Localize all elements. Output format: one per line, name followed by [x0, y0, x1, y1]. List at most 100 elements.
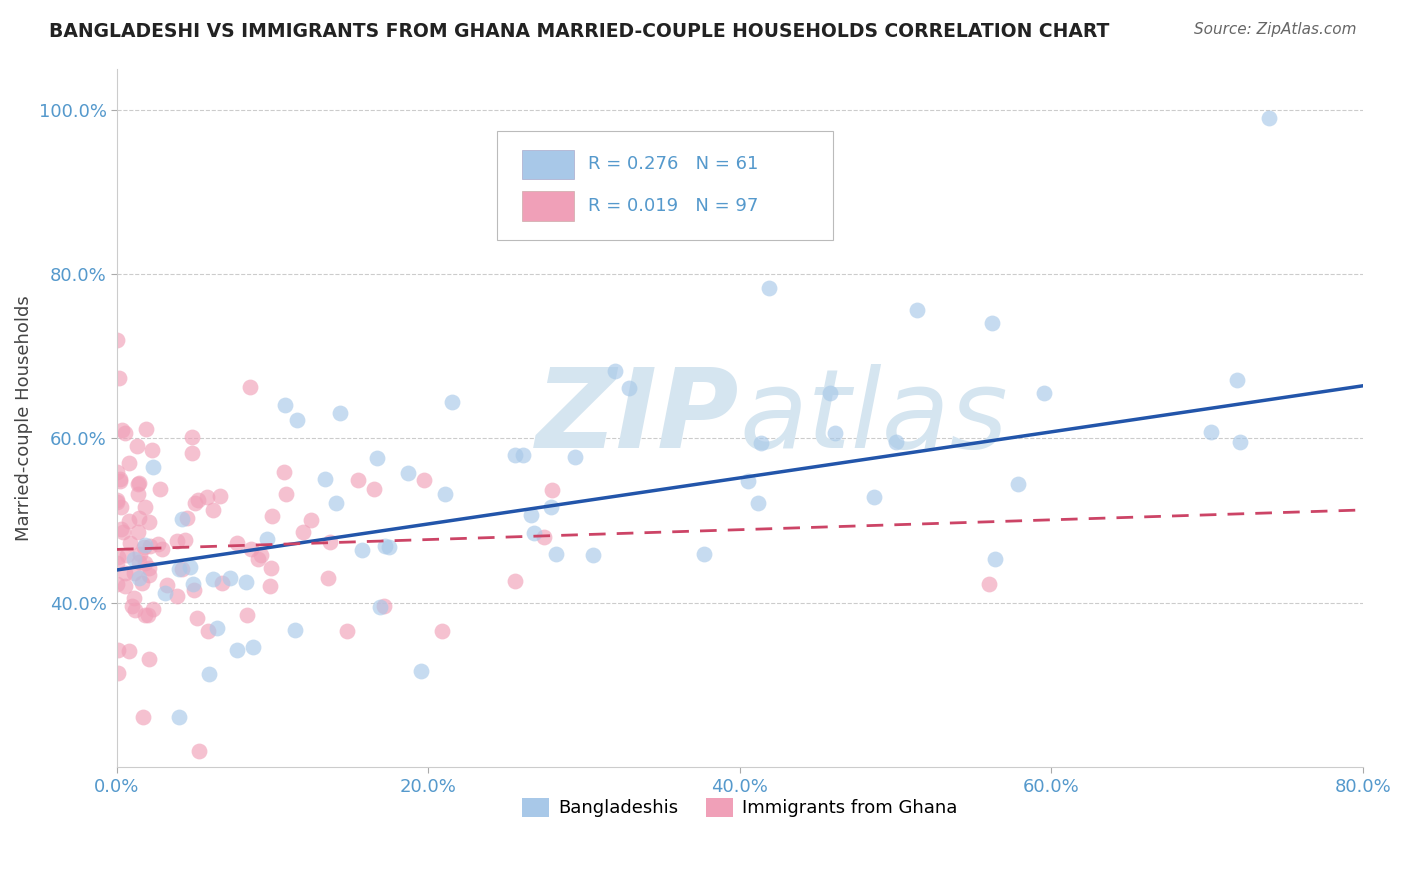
Point [149, 482, 172, 496]
Point [1007, 476, 1029, 491]
Point [132, 540, 155, 554]
Point [142, 459, 165, 474]
Point [153, 586, 176, 600]
Text: atlas: atlas [740, 365, 1008, 471]
Point [138, 652, 160, 666]
Point [905, 303, 928, 318]
Point [523, 526, 546, 541]
Point [179, 560, 201, 574]
Point [128, 511, 150, 525]
Point [110, 472, 132, 486]
Point [226, 643, 249, 657]
Point [235, 575, 257, 590]
Point [166, 589, 188, 603]
Point [208, 489, 231, 503]
Point [250, 548, 273, 562]
Point [195, 491, 218, 505]
Point [121, 599, 143, 613]
Point [155, 578, 177, 592]
Point [347, 473, 370, 487]
FancyBboxPatch shape [522, 192, 574, 221]
Point [184, 496, 207, 510]
Point [368, 599, 391, 614]
Point [105, 492, 128, 507]
Point [127, 525, 149, 540]
Point [181, 577, 204, 591]
Point [378, 540, 401, 554]
Point [737, 474, 759, 488]
Point [336, 624, 359, 638]
Point [374, 539, 396, 553]
Point [170, 562, 193, 576]
Point [413, 473, 436, 487]
Point [180, 446, 202, 460]
Point [173, 533, 195, 548]
Point [114, 426, 136, 441]
Point [107, 556, 129, 570]
Point [166, 534, 188, 549]
Point [205, 621, 228, 635]
Point [260, 508, 283, 523]
Point [260, 561, 283, 575]
Text: BANGLADESHI VS IMMIGRANTS FROM GHANA MARRIED-COUPLE HOUSEHOLDS CORRELATION CHART: BANGLADESHI VS IMMIGRANTS FROM GHANA MAR… [49, 22, 1109, 41]
Point [114, 579, 136, 593]
Point [242, 640, 264, 654]
Point [409, 665, 432, 679]
Point [747, 496, 769, 510]
Point [118, 535, 141, 549]
Point [141, 442, 163, 457]
Point [197, 624, 219, 638]
Point [128, 570, 150, 584]
Point [884, 434, 907, 449]
Point [107, 665, 129, 680]
Point [219, 571, 242, 585]
Point [170, 512, 193, 526]
Text: R = 0.019   N = 97: R = 0.019 N = 97 [588, 197, 758, 215]
Point [108, 371, 131, 385]
Point [105, 333, 128, 347]
Point [114, 566, 136, 581]
Y-axis label: Married-couple Households: Married-couple Households [15, 295, 32, 541]
Point [977, 577, 1000, 591]
Point [122, 591, 145, 606]
Point [512, 448, 534, 462]
Point [329, 407, 352, 421]
Point [138, 515, 160, 529]
Point [292, 524, 315, 539]
Point [363, 483, 385, 497]
Point [239, 380, 262, 394]
Point [138, 561, 160, 575]
Point [350, 542, 373, 557]
Point [187, 492, 209, 507]
Point [1258, 111, 1281, 125]
Point [603, 363, 626, 377]
Point [981, 316, 1004, 330]
FancyBboxPatch shape [522, 150, 574, 179]
Text: ZIP: ZIP [536, 365, 740, 471]
Point [127, 487, 149, 501]
Point [540, 500, 562, 514]
Point [198, 667, 221, 681]
Point [135, 422, 157, 436]
Point [211, 576, 233, 591]
Point [186, 611, 208, 625]
Point [287, 413, 309, 427]
Point [107, 643, 129, 657]
Point [128, 555, 150, 569]
Point [366, 451, 388, 466]
Point [107, 549, 129, 564]
Point [115, 549, 138, 563]
Point [108, 474, 131, 488]
Point [273, 465, 295, 479]
Point [118, 457, 141, 471]
Point [432, 624, 454, 639]
Point [256, 532, 278, 546]
Point [274, 487, 297, 501]
Point [284, 623, 307, 637]
Legend: Bangladeshis, Immigrants from Ghana: Bangladeshis, Immigrants from Ghana [515, 791, 965, 824]
Point [984, 551, 1007, 566]
Point [693, 547, 716, 561]
Point [818, 386, 841, 401]
Point [132, 709, 155, 723]
Point [274, 398, 297, 412]
